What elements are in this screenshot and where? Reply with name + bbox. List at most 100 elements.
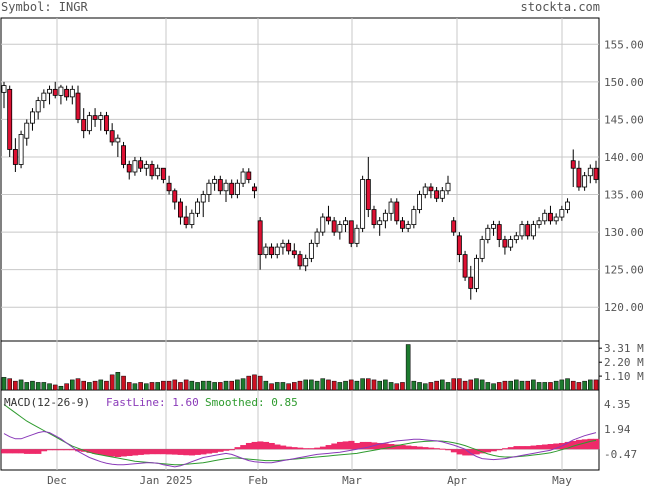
candle-body <box>47 88 52 94</box>
candle-body <box>166 182 172 192</box>
macd-title: MACD(12-26-9) <box>4 396 91 409</box>
volume-bar <box>388 382 394 391</box>
volume-bar <box>326 379 331 391</box>
macd-histogram-bar <box>547 444 554 450</box>
volume-bar <box>92 380 98 391</box>
macd-histogram-bar <box>541 444 549 450</box>
volume-bar <box>348 379 354 391</box>
macd-histogram-bar <box>228 449 235 451</box>
macd-histogram-bar <box>507 447 514 450</box>
candle-body <box>468 276 474 289</box>
price-tick-label: 120.00 <box>604 301 644 314</box>
macd-histogram-bar <box>160 449 167 455</box>
volume-bar <box>115 372 121 391</box>
candle-body <box>525 224 531 237</box>
volume-bar <box>263 380 269 391</box>
macd-histogram-bar <box>445 449 452 451</box>
macd-histogram-bar <box>120 449 127 457</box>
volume-bar <box>502 380 508 391</box>
macd-histogram-bar <box>502 448 509 450</box>
candle-body <box>548 212 553 222</box>
candle-body <box>451 220 457 233</box>
volume-bar <box>223 380 229 391</box>
volume-bar <box>47 383 52 391</box>
volume-bar <box>525 380 530 391</box>
macd-histogram-bar <box>12 449 19 454</box>
candle-body <box>394 201 400 222</box>
candle-body <box>365 179 371 210</box>
candle-body <box>104 115 109 132</box>
macd-histogram-bar <box>376 442 383 450</box>
macd-histogram-bar <box>530 445 537 450</box>
price-tick-label: 145.00 <box>604 113 644 126</box>
volume-bar <box>240 378 246 391</box>
candle-body <box>7 88 13 150</box>
macd-histogram-bar <box>177 449 184 455</box>
macd-histogram-bar <box>245 442 253 450</box>
candle-body <box>240 171 246 184</box>
volume-bar <box>320 378 326 391</box>
candle-body <box>246 171 252 180</box>
macd-histogram-bar <box>337 441 344 450</box>
volume-bar <box>235 379 240 391</box>
candle-body <box>593 167 599 180</box>
volume-bar <box>531 379 536 391</box>
macd-histogram-bar <box>479 449 486 454</box>
macd-histogram-bar <box>35 449 42 454</box>
candle-body <box>445 182 451 192</box>
macd-histogram-bar <box>365 441 372 450</box>
candle-body <box>348 220 354 244</box>
candle-body <box>456 235 462 256</box>
candle-body <box>360 179 366 229</box>
macd-histogram-bar <box>75 449 82 452</box>
volume-bar <box>41 382 47 391</box>
macd-histogram-bar <box>154 449 161 455</box>
volume-bar <box>144 383 149 391</box>
volume-bar <box>451 378 456 391</box>
candle-body <box>121 145 126 165</box>
volume-bar <box>576 382 582 391</box>
candle-body <box>303 257 309 267</box>
volume-bar <box>303 379 308 391</box>
volume-bar <box>206 380 212 391</box>
macd-histogram-bar <box>450 449 457 453</box>
volume-bar <box>440 379 445 391</box>
volume-bar <box>485 382 491 391</box>
price-tick-label: 130.00 <box>604 226 644 239</box>
volume-bar <box>462 380 468 391</box>
candle-body <box>508 239 514 248</box>
macd-histogram-bar <box>194 449 201 455</box>
volume-bar <box>559 379 565 391</box>
macd-histogram-bar <box>587 438 594 450</box>
x-tick-label: Apr <box>447 474 467 486</box>
volume-bar <box>491 383 496 391</box>
volume-bar <box>126 382 132 391</box>
volume-bar <box>588 379 593 391</box>
candle-body <box>183 216 189 225</box>
candle-body <box>331 220 337 233</box>
macd-histogram-bar <box>354 442 361 450</box>
macd-smoothed-line <box>3 404 597 466</box>
macd-histogram-bar <box>433 448 440 450</box>
macd-histogram-bar <box>109 449 116 457</box>
volume-tick-label: 3.31 M <box>604 342 644 355</box>
macd-histogram-bar <box>570 440 577 450</box>
volume-bar <box>7 378 12 391</box>
macd-histogram-bar <box>462 449 469 456</box>
macd-histogram-bar <box>581 439 588 450</box>
volume-bar <box>314 380 320 391</box>
x-tick-label: Mar <box>342 474 362 486</box>
volume-bar <box>337 382 343 391</box>
price-tick-label: 125.00 <box>604 264 644 277</box>
volume-bar <box>383 379 388 391</box>
volume-bar <box>457 378 462 391</box>
macd-histogram-bar <box>206 449 213 454</box>
candle-body <box>200 194 206 203</box>
macd-histogram-bar <box>428 447 435 450</box>
volume-bar <box>24 382 30 391</box>
volume-bar <box>64 383 69 391</box>
volume-bars <box>1 344 599 391</box>
volume-bar <box>411 380 417 391</box>
candle-body <box>12 149 18 165</box>
x-tick-label: Jan 2025 <box>140 474 193 486</box>
